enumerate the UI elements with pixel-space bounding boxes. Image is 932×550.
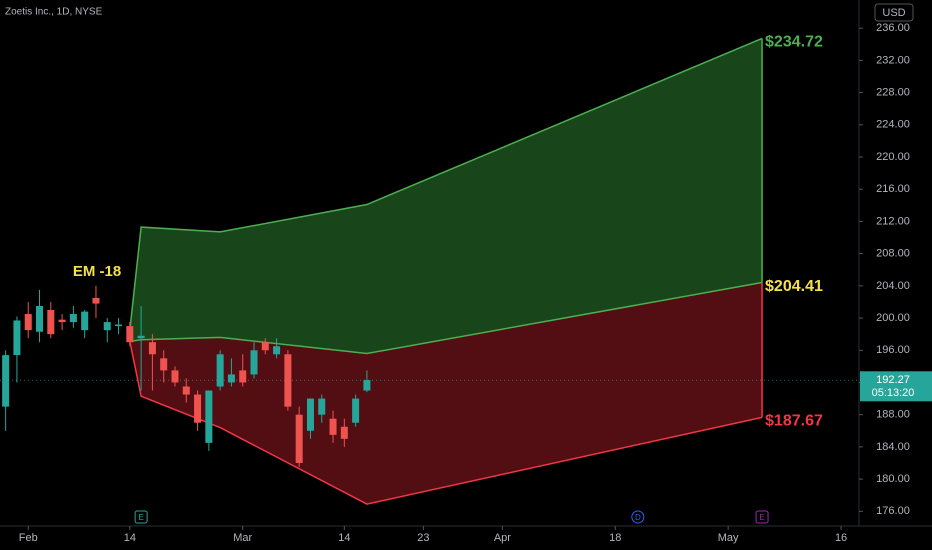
candle-body [352, 398, 360, 423]
candle-body [137, 335, 145, 339]
candle-body [363, 380, 371, 391]
band-value-label: $187.67 [765, 413, 823, 430]
y-tick-label: 228.00 [876, 87, 910, 99]
countdown: 05:13:20 [872, 387, 915, 399]
y-tick-label: 188.00 [876, 409, 910, 421]
candle-body [194, 394, 202, 423]
candle-body [261, 342, 269, 351]
candle-body [171, 370, 179, 383]
y-tick-label: 176.00 [876, 505, 910, 517]
y-tick-label: 196.00 [876, 344, 910, 356]
currency[interactable]: USD [882, 7, 905, 19]
candle-body [115, 324, 123, 327]
y-tick-label: 212.00 [876, 215, 910, 227]
currency-box[interactable] [874, 3, 914, 22]
event-label: E [138, 513, 143, 522]
x-tick-label: Feb [19, 532, 38, 544]
candle-body [284, 354, 292, 407]
candle-body [24, 314, 32, 331]
candle-body [13, 320, 21, 356]
candle-body [239, 370, 247, 383]
candle-body [340, 426, 348, 439]
candle-body [2, 355, 10, 407]
candle-body [92, 297, 100, 304]
event-label: D [635, 513, 641, 522]
candle-body [182, 386, 190, 395]
last-price-label: 192.27 [876, 374, 910, 386]
candle-body [47, 310, 55, 335]
x-tick-label: 18 [609, 532, 621, 544]
candle-body [160, 358, 168, 371]
y-tick-label: 236.00 [876, 22, 910, 34]
lower-band-area [129, 282, 763, 505]
candle-body [250, 350, 258, 375]
x-tick-label: May [718, 532, 739, 544]
y-tick-label: 204.00 [876, 280, 910, 292]
event-label: E [759, 513, 764, 522]
x-tick-label: Apr [494, 532, 511, 544]
y-tick-label: 184.00 [876, 441, 910, 453]
y-tick-label: 208.00 [876, 248, 910, 260]
x-tick-label: 14 [338, 532, 350, 544]
band-line [129, 281, 763, 355]
annotation: EM -18 [73, 263, 121, 280]
candle-body [58, 319, 66, 323]
band-line [129, 37, 763, 331]
y-tick-label: 200.00 [876, 312, 910, 324]
candle-body [295, 414, 303, 463]
chart-title: Zoetis Inc., 1D, NYSE [5, 7, 103, 18]
y-tick-label: 232.00 [876, 54, 910, 66]
y-tick-label: 220.00 [876, 151, 910, 163]
upper-band-area [129, 38, 763, 354]
y-tick-label: 216.00 [876, 183, 910, 195]
candle-body [216, 354, 224, 387]
event-marker [631, 510, 645, 524]
candle-body [103, 322, 111, 331]
candle-body [273, 346, 281, 355]
x-tick-label: 23 [417, 532, 429, 544]
last-price-tag [860, 371, 932, 402]
band-value-label: $204.41 [765, 278, 823, 295]
candle-body [148, 342, 156, 355]
event-marker [755, 510, 769, 524]
band-line [129, 341, 763, 505]
x-tick-label: Mar [233, 532, 252, 544]
candle-body [81, 311, 89, 331]
candle-body [36, 305, 44, 332]
candle-body [227, 374, 235, 383]
band-value-label: $234.72 [765, 34, 823, 51]
y-tick-label: 180.00 [876, 473, 910, 485]
candle-body [306, 398, 314, 431]
candle-body [126, 326, 134, 343]
x-tick-label: 16 [835, 532, 847, 544]
plot: 176.00180.00184.00188.00192.00196.00200.… [0, 22, 910, 544]
y-tick-label: 224.00 [876, 119, 910, 131]
candle-body [69, 314, 77, 323]
candle-body [329, 418, 337, 435]
candle-body [205, 390, 213, 443]
candle-body [318, 398, 326, 415]
event-marker [134, 510, 148, 524]
x-tick-label: 14 [124, 532, 136, 544]
